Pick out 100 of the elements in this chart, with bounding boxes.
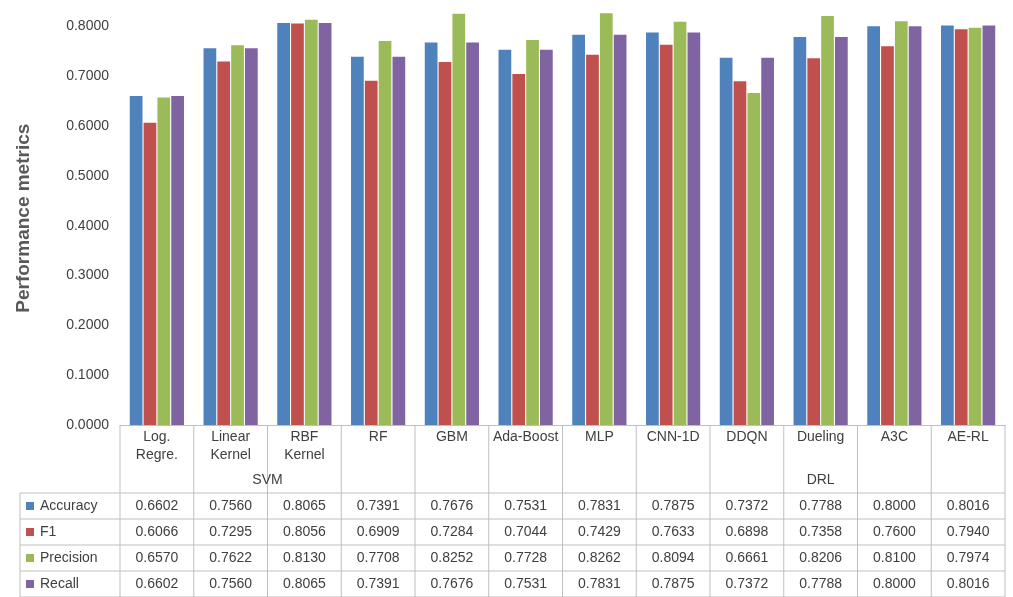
data-label: 0.8252 (430, 548, 474, 565)
data-label: 0.6909 (356, 522, 400, 539)
data-label: 0.7831 (577, 574, 621, 591)
data-label: 0.7284 (430, 522, 474, 539)
data-label: 0.7600 (872, 522, 916, 539)
bar (526, 39, 539, 425)
y-tick-label: 0.4000 (66, 216, 110, 233)
bar (392, 56, 406, 425)
data-label: 0.7560 (209, 574, 253, 591)
bar (613, 34, 627, 425)
x-tick-label: RF (368, 427, 388, 444)
bar (908, 26, 922, 425)
text: DRL (806, 470, 835, 487)
bar (599, 13, 613, 425)
bar (512, 73, 526, 425)
bar (378, 40, 392, 425)
x-tick-label: A3C (880, 427, 908, 444)
data-label: 0.6602 (135, 574, 179, 591)
bar (659, 44, 673, 425)
data-label: 0.8016 (946, 496, 990, 513)
data-label: 0.7676 (430, 496, 474, 513)
data-label: 0.7676 (430, 574, 474, 591)
data-label: 0.8206 (799, 548, 843, 565)
data-label: 0.8016 (946, 574, 990, 591)
y-tick-label: 0.0000 (66, 415, 110, 432)
bar (304, 19, 318, 425)
data-label: 0.7560 (209, 496, 253, 513)
legend-label: Precision (40, 548, 98, 565)
bar (318, 23, 332, 425)
data-label: 0.7044 (504, 522, 548, 539)
data-label: 0.8065 (282, 574, 326, 591)
data-label: 0.7372 (725, 574, 769, 591)
bar (466, 42, 479, 425)
data-label: 0.7391 (356, 496, 400, 513)
bar (954, 29, 968, 425)
data-label: 0.8065 (282, 496, 326, 513)
data-label: 0.6570 (135, 548, 179, 565)
bar (438, 62, 452, 425)
bar (894, 21, 908, 425)
data-label: 0.7974 (946, 548, 990, 565)
data-label: 0.7391 (356, 574, 400, 591)
bar (881, 46, 894, 425)
data-label: 0.6898 (725, 522, 769, 539)
bar (586, 54, 599, 425)
legend-label: Accuracy (40, 496, 98, 513)
data-label: 0.8100 (872, 548, 916, 565)
bar (424, 42, 438, 425)
data-label: 0.6066 (135, 522, 179, 539)
bar (217, 61, 231, 425)
bar (157, 97, 171, 425)
x-tick-label: MLP (584, 427, 614, 444)
y-axis-title: Performance metrics (11, 123, 33, 313)
x-tick-label: Dueling (796, 427, 845, 444)
bar (143, 122, 157, 425)
bar (129, 96, 143, 425)
data-label: 0.8056 (282, 522, 326, 539)
y-tick-label: 0.2000 (66, 316, 110, 333)
data-label: 0.7875 (651, 496, 695, 513)
bar (351, 56, 364, 425)
data-label: 0.7531 (504, 496, 548, 513)
bar (747, 93, 761, 425)
data-label: 0.8000 (872, 574, 916, 591)
bar (540, 49, 553, 425)
y-tick-label: 0.8000 (66, 17, 110, 34)
text: SVM (252, 470, 283, 487)
bar (171, 96, 184, 425)
y-tick-label: 0.1000 (66, 366, 110, 383)
y-tick-label: 0.5000 (66, 166, 110, 183)
bar (291, 23, 304, 425)
x-tick-label: Ada-Boost (492, 427, 559, 444)
data-label: 0.6661 (725, 548, 769, 565)
data-label: 0.7728 (504, 548, 548, 565)
data-label: 0.8130 (282, 548, 326, 565)
bar (761, 57, 774, 425)
bar (203, 48, 217, 425)
data-label: 0.7633 (651, 522, 695, 539)
x-tick-label: Linear Kernel (210, 427, 251, 462)
y-tick-label: 0.7000 (66, 67, 110, 84)
data-label: 0.7429 (577, 522, 621, 539)
bar (733, 81, 747, 425)
bar (364, 80, 378, 425)
bar (572, 34, 585, 425)
bar (231, 45, 244, 425)
bar (821, 16, 834, 425)
data-label: 0.7622 (209, 548, 253, 565)
data-label: 0.8094 (651, 548, 695, 565)
data-label: 0.7788 (799, 496, 843, 513)
data-label: 0.7358 (799, 522, 843, 539)
bar (719, 57, 733, 425)
x-tick-label: RBF Kernel (284, 427, 325, 462)
bar (687, 32, 701, 425)
bar (452, 13, 466, 425)
bar (835, 36, 848, 425)
legend-label: Recall (40, 574, 79, 591)
data-label: 0.7295 (209, 522, 253, 539)
bar (867, 26, 880, 425)
bar (793, 36, 807, 425)
data-label: 0.8262 (577, 548, 621, 565)
bar (807, 58, 821, 425)
bar (498, 49, 512, 425)
